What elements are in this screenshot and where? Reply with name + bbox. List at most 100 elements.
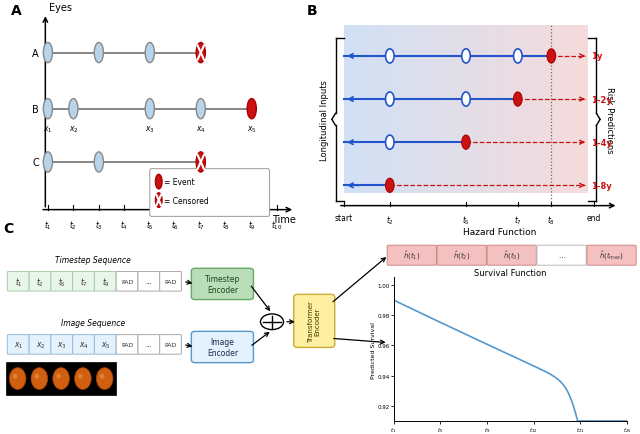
FancyBboxPatch shape <box>191 269 253 300</box>
Ellipse shape <box>13 374 17 379</box>
Circle shape <box>247 99 256 119</box>
Ellipse shape <box>53 368 69 390</box>
Text: PAD: PAD <box>121 342 134 347</box>
Text: $t_7$: $t_7$ <box>514 214 522 226</box>
Text: C: C <box>3 221 13 235</box>
FancyBboxPatch shape <box>95 335 116 354</box>
Text: Eyes: Eyes <box>49 3 72 13</box>
Text: A: A <box>33 49 39 59</box>
Y-axis label: Predicted Survival: Predicted Survival <box>371 321 376 378</box>
Text: Timestep Sequence: Timestep Sequence <box>55 256 131 265</box>
Text: $t_3$: $t_3$ <box>95 219 103 231</box>
Text: $x_{2}$: $x_{2}$ <box>35 339 45 350</box>
FancyBboxPatch shape <box>437 246 486 266</box>
Text: ...: ... <box>146 279 152 285</box>
FancyBboxPatch shape <box>73 272 95 292</box>
FancyBboxPatch shape <box>294 295 335 348</box>
FancyBboxPatch shape <box>487 246 536 266</box>
FancyBboxPatch shape <box>587 246 636 266</box>
Text: $x_3$: $x_3$ <box>145 124 155 135</box>
Circle shape <box>196 152 205 173</box>
Text: $x_5$: $x_5$ <box>247 124 257 135</box>
Ellipse shape <box>96 368 113 390</box>
Text: $t_5$: $t_5$ <box>462 214 470 226</box>
Text: $t_9$: $t_9$ <box>248 219 256 231</box>
Text: Image Sequence: Image Sequence <box>61 319 125 328</box>
Text: $x_{5}$: $x_{5}$ <box>100 339 111 350</box>
Text: $t_2$: $t_2$ <box>386 214 394 226</box>
Text: 1y: 1y <box>591 52 602 61</box>
Circle shape <box>44 99 52 119</box>
Circle shape <box>461 136 470 150</box>
Text: 1-4y: 1-4y <box>591 138 612 148</box>
Circle shape <box>513 49 522 64</box>
Text: start: start <box>335 214 353 223</box>
Text: $x_{1}$: $x_{1}$ <box>14 339 23 350</box>
Text: Risk Predictions: Risk Predictions <box>605 87 614 153</box>
FancyBboxPatch shape <box>387 246 436 266</box>
Text: $t_5$: $t_5$ <box>146 219 154 231</box>
Text: $t_2$: $t_2$ <box>69 219 77 231</box>
Ellipse shape <box>10 368 26 390</box>
Text: $t_{5}$: $t_{5}$ <box>58 276 66 288</box>
Text: 1-2y: 1-2y <box>591 95 612 104</box>
Text: $t_7$: $t_7$ <box>196 219 205 231</box>
Ellipse shape <box>100 374 104 379</box>
Title: Survival Function: Survival Function <box>474 268 547 277</box>
FancyBboxPatch shape <box>160 335 182 354</box>
FancyBboxPatch shape <box>138 335 160 354</box>
Circle shape <box>461 49 470 64</box>
Circle shape <box>94 152 104 173</box>
Circle shape <box>145 43 154 63</box>
Text: $t_1$: $t_1$ <box>44 219 52 231</box>
Circle shape <box>385 49 394 64</box>
FancyBboxPatch shape <box>8 335 29 354</box>
Bar <box>6 362 116 395</box>
FancyBboxPatch shape <box>116 335 138 354</box>
Text: A: A <box>12 4 22 18</box>
Circle shape <box>196 43 205 63</box>
Text: PAD: PAD <box>121 279 134 284</box>
Text: $t_{7}$: $t_{7}$ <box>80 276 88 288</box>
Text: B: B <box>32 105 39 115</box>
Circle shape <box>44 152 52 173</box>
Text: $t_{2}$: $t_{2}$ <box>36 276 44 288</box>
FancyBboxPatch shape <box>51 272 73 292</box>
FancyBboxPatch shape <box>191 332 253 363</box>
Text: C: C <box>32 158 39 168</box>
Circle shape <box>385 93 394 107</box>
Text: $\hat{h}(t_{max})$: $\hat{h}(t_{max})$ <box>600 250 624 262</box>
Text: $t_{10}$: $t_{10}$ <box>271 219 283 231</box>
Text: $t_{1}$: $t_{1}$ <box>15 276 22 288</box>
Circle shape <box>461 93 470 107</box>
Circle shape <box>196 99 205 119</box>
Text: $\hat{h}(t_1)$: $\hat{h}(t_1)$ <box>403 250 421 262</box>
Circle shape <box>68 99 78 119</box>
Circle shape <box>44 43 52 63</box>
Text: $x_{3}$: $x_{3}$ <box>57 339 67 350</box>
Circle shape <box>547 49 556 64</box>
FancyBboxPatch shape <box>150 169 269 217</box>
FancyBboxPatch shape <box>138 272 160 292</box>
Circle shape <box>145 99 154 119</box>
Ellipse shape <box>31 368 47 390</box>
Text: $t_8$: $t_8$ <box>222 219 230 231</box>
Text: $\cdots$: $\cdots$ <box>558 253 566 259</box>
FancyBboxPatch shape <box>73 335 95 354</box>
Circle shape <box>156 175 162 189</box>
Ellipse shape <box>78 374 83 379</box>
FancyBboxPatch shape <box>8 272 29 292</box>
Text: $t_4$: $t_4$ <box>120 219 129 231</box>
Text: $x_2$: $x_2$ <box>68 124 78 135</box>
Text: B: B <box>307 4 318 18</box>
Circle shape <box>385 136 394 150</box>
FancyBboxPatch shape <box>116 272 138 292</box>
Text: end: end <box>587 214 601 223</box>
Text: ...: ... <box>146 342 152 348</box>
Text: $x_{4}$: $x_{4}$ <box>79 339 89 350</box>
Text: $t_8$: $t_8$ <box>547 214 556 226</box>
Text: $x_4$: $x_4$ <box>196 124 205 135</box>
Text: Image
Encoder: Image Encoder <box>207 338 238 357</box>
Circle shape <box>260 314 284 330</box>
FancyBboxPatch shape <box>51 335 73 354</box>
